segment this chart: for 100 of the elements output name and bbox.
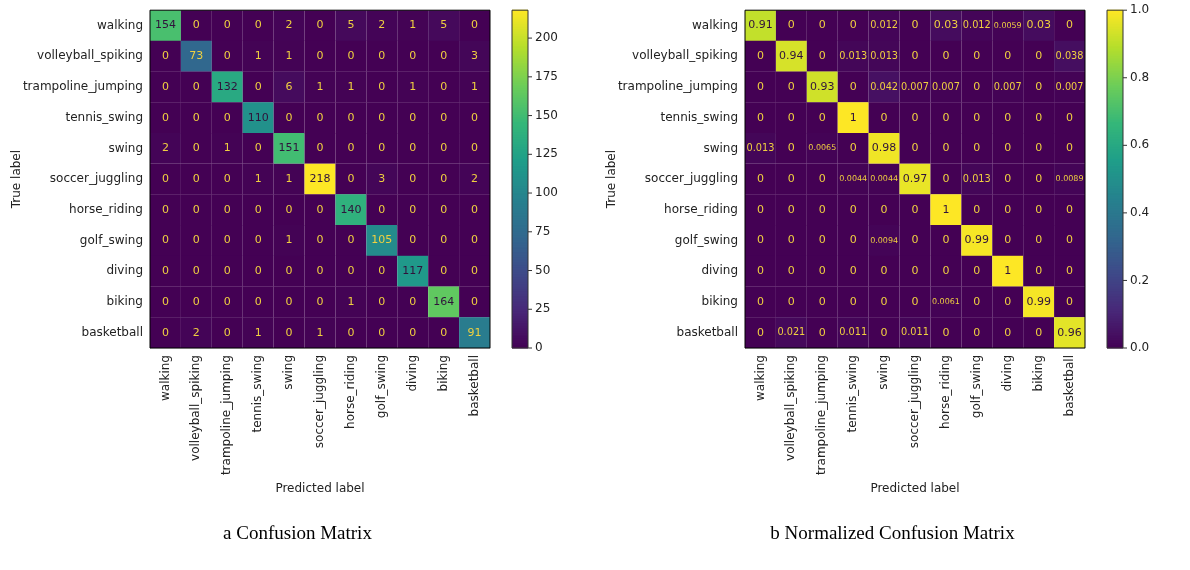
x-tick-label: soccer_juggling xyxy=(907,355,922,449)
data-label: 0 xyxy=(316,49,324,63)
data-label: 0 xyxy=(471,18,479,32)
data-label: 0 xyxy=(192,171,200,185)
color-bar-label: 75 xyxy=(535,223,551,238)
y-tick-label: volleyball_spiking xyxy=(632,48,738,63)
data-label: 1 xyxy=(409,18,417,32)
data-label: 0 xyxy=(1004,202,1012,216)
data-label: 0 xyxy=(818,325,826,339)
data-label: 0 xyxy=(409,141,417,155)
x-axis-title: Predicted label xyxy=(870,480,960,495)
data-label: 0 xyxy=(223,49,231,63)
data-label: 0 xyxy=(787,141,795,155)
color-bar-label: 50 xyxy=(535,262,551,277)
data-label: 0 xyxy=(942,264,950,278)
data-label: 0 xyxy=(223,110,231,124)
data-label: 0 xyxy=(1004,141,1012,155)
data-label: 0.038 xyxy=(1055,49,1084,61)
data-label: 0 xyxy=(378,294,386,308)
data-label: 0 xyxy=(285,110,293,124)
data-label: 0 xyxy=(973,325,981,339)
data-label: 1 xyxy=(254,49,262,63)
data-label: 0 xyxy=(254,18,262,32)
data-label: 0 xyxy=(161,171,169,185)
data-label: 2 xyxy=(285,18,293,32)
data-label: 0 xyxy=(1035,264,1043,278)
data-label: 0 xyxy=(378,49,386,63)
data-label: 0 xyxy=(161,202,169,216)
data-label: 154 xyxy=(154,18,176,32)
y-tick-label: diving xyxy=(106,263,143,278)
x-tick-label: horse_riding xyxy=(343,355,358,429)
data-label: 0.012 xyxy=(870,19,899,31)
data-label: 1 xyxy=(285,233,293,247)
data-label: 0 xyxy=(378,79,386,93)
data-label: 0 xyxy=(849,294,857,308)
data-label: 0 xyxy=(223,18,231,32)
data-label: 0 xyxy=(973,264,981,278)
x-tick-label: diving xyxy=(999,355,1014,392)
data-label: 6 xyxy=(285,79,293,93)
data-label: 0 xyxy=(942,233,950,247)
data-label: 0.011 xyxy=(901,326,929,338)
x-tick-label: trampoline_jumping xyxy=(219,355,234,476)
data-label: 2 xyxy=(192,325,200,339)
data-label: 0 xyxy=(254,294,262,308)
data-label: 0 xyxy=(756,233,764,247)
x-tick-label: diving xyxy=(404,355,419,392)
data-label: 3 xyxy=(471,49,479,63)
data-label: 0 xyxy=(440,110,448,124)
data-label: 0.007 xyxy=(993,80,1022,92)
data-label: 0 xyxy=(440,233,448,247)
data-label: 1 xyxy=(347,79,355,93)
data-label: 0 xyxy=(316,18,324,32)
x-tick-label: biking xyxy=(1030,355,1045,392)
x-tick-label: tennis_swing xyxy=(250,355,265,433)
data-label: 0 xyxy=(347,233,355,247)
data-label: 0 xyxy=(880,294,888,308)
data-label: 1 xyxy=(254,171,262,185)
data-label: 0 xyxy=(347,141,355,155)
data-label: 1 xyxy=(849,110,857,124)
data-label: 0 xyxy=(756,79,764,93)
x-tick-label: walking xyxy=(157,355,172,402)
data-label: 0 xyxy=(440,202,448,216)
data-label: 0 xyxy=(849,18,857,32)
data-label: 0 xyxy=(818,171,826,185)
data-label: 0 xyxy=(192,202,200,216)
data-label: 110 xyxy=(247,110,269,124)
data-label: 0 xyxy=(1004,171,1012,185)
data-label: 0.99 xyxy=(1026,294,1051,308)
color-bar-label: 0.2 xyxy=(1130,272,1150,287)
x-tick-label: tennis_swing xyxy=(845,355,860,433)
x-tick-label: swing xyxy=(876,355,891,390)
data-label: 0 xyxy=(973,49,981,63)
data-label: 0 xyxy=(254,141,262,155)
data-label: 2 xyxy=(378,18,386,32)
data-label: 0 xyxy=(254,79,262,93)
y-tick-label: golf_swing xyxy=(79,232,143,247)
data-label: 0 xyxy=(1004,49,1012,63)
x-tick-label: golf_swing xyxy=(373,355,388,419)
data-label: 0 xyxy=(347,171,355,185)
data-label: 0 xyxy=(973,110,981,124)
data-label: 91 xyxy=(467,325,482,339)
data-label: 0 xyxy=(471,202,479,216)
data-label: 151 xyxy=(278,141,300,155)
data-label: 0 xyxy=(849,141,857,155)
data-label: 0.013 xyxy=(839,49,868,61)
color-bar-label: 150 xyxy=(535,107,558,122)
data-label: 0 xyxy=(756,325,764,339)
data-label: 0 xyxy=(818,49,826,63)
x-tick-label: golf_swing xyxy=(968,355,983,419)
data-label: 0 xyxy=(409,325,417,339)
data-label: 0 xyxy=(818,18,826,32)
data-label: 0 xyxy=(973,294,981,308)
y-tick-label: diving xyxy=(701,263,738,278)
y-tick-label: walking xyxy=(691,17,738,32)
data-label: 0 xyxy=(787,171,795,185)
color-bar-label: 0.6 xyxy=(1130,137,1150,152)
data-label: 1 xyxy=(285,171,293,185)
data-label: 0 xyxy=(347,49,355,63)
data-label: 0.013 xyxy=(962,172,991,184)
data-label: 0 xyxy=(440,264,448,278)
